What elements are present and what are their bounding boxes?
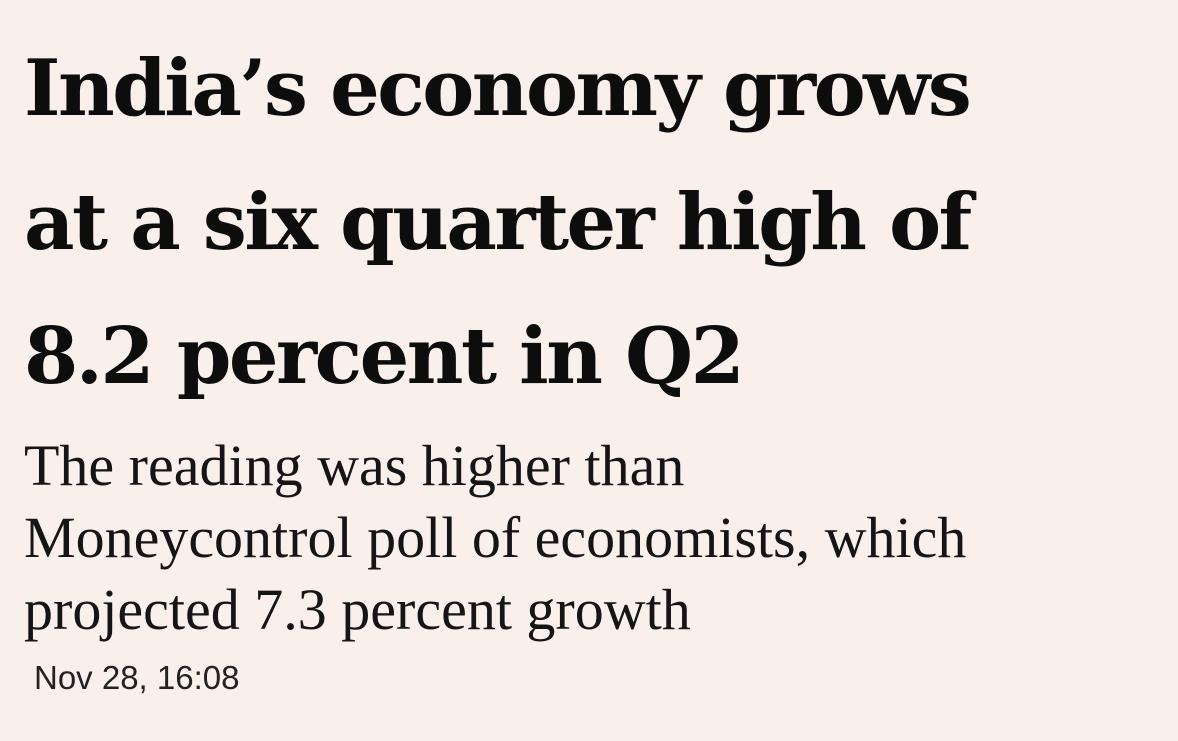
headline-line-1: India’s economy grows	[24, 43, 972, 134]
publish-timestamp: Nov 28, 16:08	[34, 659, 240, 696]
summary-line-2: Moneycontrol poll of economists, which	[24, 505, 967, 570]
summary-line-1: The reading was higher than	[24, 433, 685, 498]
summary-line-3: projected 7.3 percent growth	[24, 577, 691, 642]
headline[interactable]: India’s economy grows at a six quarter h…	[24, 22, 1108, 424]
headline-line-3: 8.2 percent in Q2	[24, 311, 745, 402]
article-summary: The reading was higher than Moneycontrol…	[24, 430, 1108, 646]
headline-line-2: at a six quarter high of	[24, 177, 972, 268]
